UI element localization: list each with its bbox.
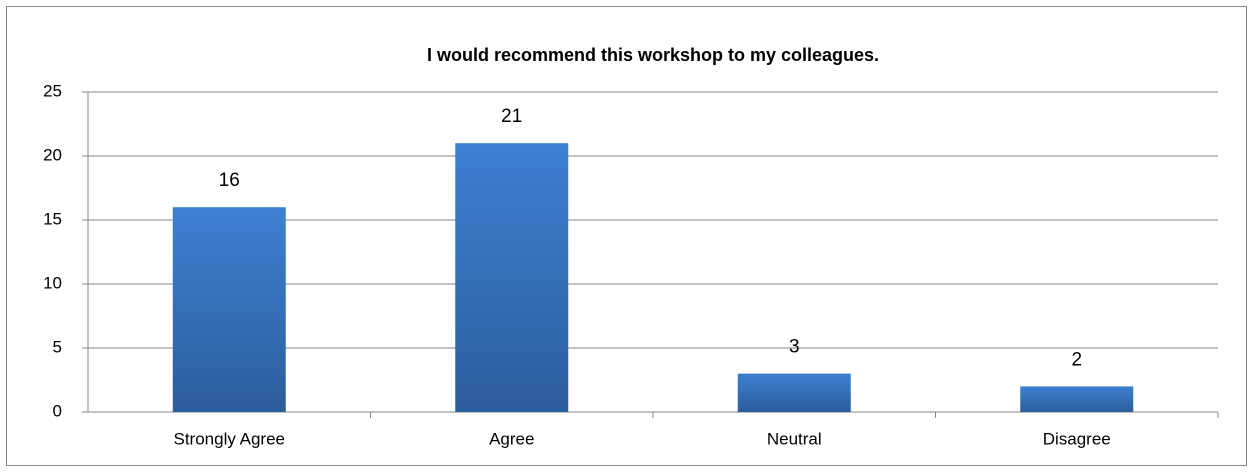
y-tick-label: 25 [43, 81, 62, 100]
x-tick-label: Neutral [767, 429, 822, 448]
data-label: 21 [501, 106, 522, 127]
x-tick-label: Agree [489, 429, 534, 448]
chart-title: I would recommend this workshop to my co… [427, 45, 879, 65]
x-tick-label: Strongly Agree [173, 429, 285, 448]
y-tick-label: 20 [43, 145, 62, 164]
y-tick-label: 10 [43, 273, 62, 292]
y-tick-label: 5 [53, 337, 62, 356]
bar [455, 143, 569, 412]
x-tick-label: Disagree [1043, 429, 1111, 448]
bar [737, 373, 851, 412]
y-tick-label: 0 [53, 401, 62, 420]
data-label: 16 [219, 170, 240, 191]
data-label: 3 [789, 337, 800, 358]
bar [172, 207, 286, 412]
bar [1020, 386, 1134, 412]
y-tick-label: 15 [43, 209, 62, 228]
data-label: 2 [1071, 349, 1082, 370]
